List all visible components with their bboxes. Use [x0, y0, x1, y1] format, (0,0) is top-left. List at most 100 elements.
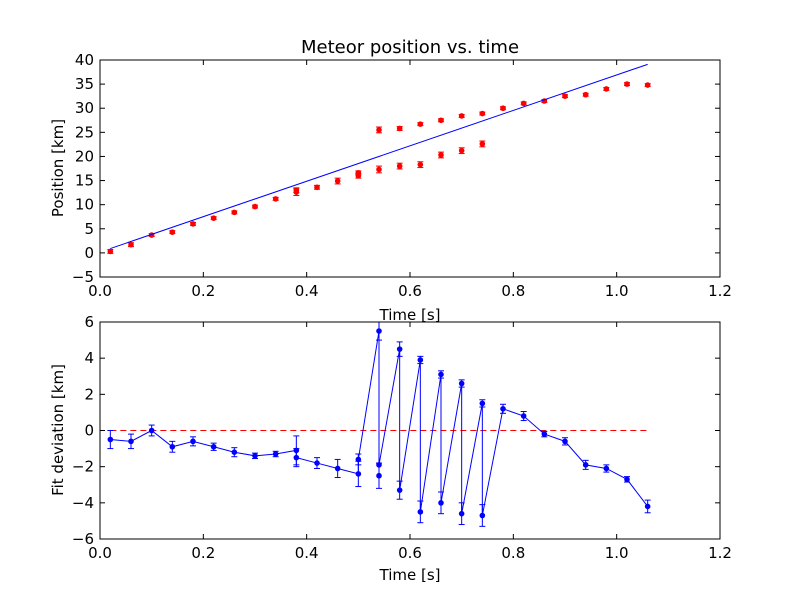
- x-tick-label: 0.2: [191, 282, 215, 300]
- data-point: [231, 209, 238, 216]
- data-point: [562, 438, 568, 445]
- fit-line: [110, 63, 648, 250]
- data-point: [417, 161, 424, 168]
- data-point: [190, 438, 196, 445]
- data-point: [376, 472, 382, 479]
- y-axis-label: Position [km]: [49, 119, 67, 217]
- data-point: [624, 81, 630, 87]
- y-tick-label: 5: [84, 220, 94, 238]
- data-point: [334, 465, 341, 472]
- data-point: [169, 443, 176, 450]
- position-plot: Meteor position vs. time 0.0 0.2 0.4 0.6 0.8…: [49, 37, 732, 324]
- data-point: [334, 178, 341, 184]
- data-point: [582, 462, 589, 468]
- y-tick-label: 40: [75, 51, 94, 69]
- x-axis-label: Time [s]: [379, 306, 441, 324]
- data-point: [458, 380, 465, 387]
- data-point: [438, 152, 444, 158]
- deviation-line: [110, 330, 649, 516]
- y-tick-label: −2: [72, 458, 94, 476]
- data-point: [500, 105, 506, 112]
- data-point: [479, 141, 486, 147]
- data-point: [355, 471, 362, 477]
- data-point: [417, 357, 424, 363]
- deviation-plot: 0.0 0.2 0.4 0.6 0.8 1.0 1.2 −6 −4 −2 0 2 4 6 Time [s…: [49, 313, 732, 584]
- y-tick-label: −6: [72, 530, 94, 548]
- data-point: [107, 436, 114, 443]
- x-tick-label: 1.0: [605, 282, 629, 300]
- data-point: [458, 147, 465, 154]
- x-tick-label: 0.0: [88, 544, 112, 562]
- y-tick-label: 30: [75, 99, 94, 117]
- data-point: [520, 100, 527, 107]
- x-tick-label: 0.8: [501, 282, 525, 300]
- y-tick-label: −5: [72, 268, 94, 286]
- data-point: [396, 346, 403, 352]
- data-point: [458, 510, 465, 517]
- position-plot-x-ticks: 0.0 0.2 0.4 0.6 0.8 1.0 1.2: [88, 60, 732, 300]
- data-point: [355, 170, 362, 176]
- data-point: [479, 400, 486, 407]
- data-point: [252, 453, 258, 459]
- data-point: [314, 460, 320, 466]
- data-point: [128, 241, 134, 248]
- data-point: [376, 127, 382, 133]
- data-point: [376, 328, 382, 334]
- x-tick-label: 1.0: [605, 544, 629, 562]
- data-point: [210, 443, 217, 450]
- x-axis-label: Time [s]: [379, 566, 441, 584]
- x-tick-label: 0.0: [88, 282, 112, 300]
- data-point: [438, 500, 444, 506]
- x-tick-label: 1.2: [708, 544, 732, 562]
- data-point: [644, 82, 651, 88]
- data-point: [603, 86, 610, 92]
- data-point: [582, 91, 589, 98]
- data-point: [314, 184, 320, 191]
- x-tick-label: 0.6: [398, 544, 422, 562]
- data-point: [396, 163, 403, 169]
- y-tick-label: 0: [84, 422, 94, 440]
- data-point: [210, 215, 217, 221]
- data-point: [376, 166, 382, 173]
- y-tick-label: 15: [75, 172, 94, 190]
- data-point: [624, 476, 630, 483]
- data-point: [438, 117, 444, 124]
- y-tick-label: −4: [72, 494, 94, 512]
- data-point: [190, 221, 196, 227]
- data-point: [231, 449, 238, 456]
- position-plot-y-ticks: −5 0 5 10 15 20 25 30 35 40: [72, 51, 720, 286]
- y-tick-label: 4: [84, 349, 94, 367]
- data-point: [479, 512, 486, 519]
- data-point: [603, 465, 610, 472]
- data-point: [458, 113, 465, 119]
- x-tick-label: 1.2: [708, 282, 732, 300]
- x-tick-label: 0.4: [295, 282, 319, 300]
- y-tick-label: 6: [84, 313, 94, 331]
- data-point: [252, 203, 258, 210]
- y-tick-label: 0: [84, 244, 94, 262]
- data-point: [148, 427, 155, 434]
- data-point: [107, 248, 114, 255]
- data-point: [293, 454, 300, 461]
- chart-title: Meteor position vs. time: [301, 37, 519, 58]
- data-point: [438, 371, 444, 378]
- data-point: [293, 187, 300, 193]
- data-point: [376, 462, 382, 468]
- y-axis-label: Fit deviation [km]: [49, 364, 67, 496]
- data-point: [355, 456, 362, 463]
- data-point: [541, 431, 548, 437]
- data-point: [417, 509, 424, 515]
- y-tick-label: 25: [75, 123, 94, 141]
- position-plot-data: [107, 63, 651, 255]
- data-point: [500, 406, 506, 412]
- data-point: [396, 487, 403, 493]
- data-point: [128, 438, 134, 445]
- data-point: [520, 413, 527, 419]
- x-tick-label: 0.2: [191, 544, 215, 562]
- deviation-plot-x-ticks: 0.0 0.2 0.4 0.6 0.8 1.0 1.2: [88, 322, 732, 562]
- data-point: [479, 110, 486, 117]
- y-tick-label: 10: [75, 196, 94, 214]
- deviation-plot-data: [107, 321, 651, 527]
